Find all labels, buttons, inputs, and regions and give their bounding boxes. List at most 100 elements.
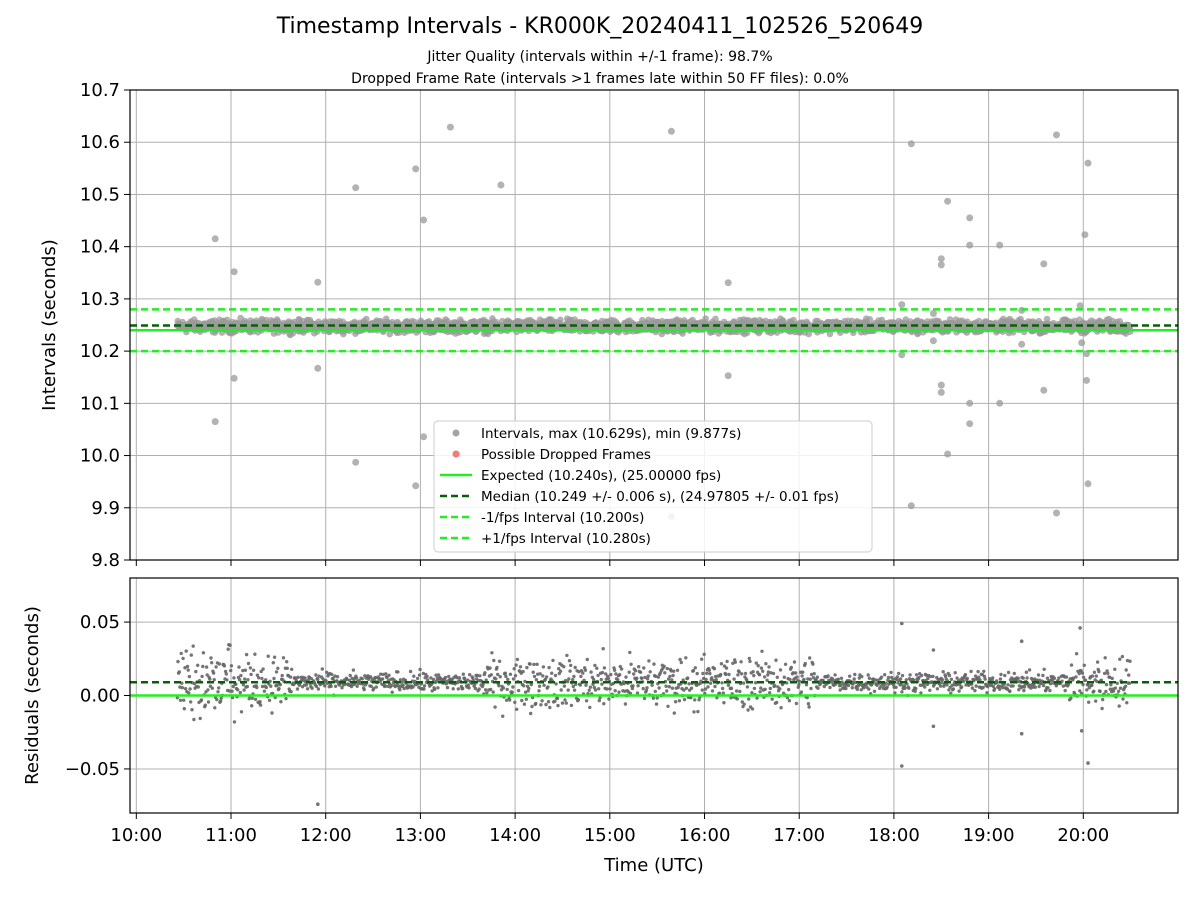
interval-point <box>995 680 999 685</box>
interval-point <box>1118 657 1122 661</box>
interval-point <box>505 687 509 692</box>
interval-point <box>387 673 391 677</box>
interval-point <box>540 699 544 703</box>
interval-point <box>839 683 843 687</box>
interval-point <box>735 697 739 701</box>
interval-point <box>853 672 857 677</box>
interval-point <box>693 666 697 670</box>
interval-point <box>386 330 394 338</box>
interval-point <box>501 714 505 718</box>
interval-point <box>768 691 772 695</box>
interval-point <box>1095 679 1099 684</box>
interval-point <box>572 674 576 679</box>
interval-point <box>494 677 498 681</box>
interval-point <box>752 686 757 691</box>
interval-point <box>559 688 563 692</box>
interval-point <box>506 677 510 682</box>
interval-point <box>524 697 528 701</box>
interval-point <box>180 686 185 690</box>
interval-point <box>974 684 978 688</box>
legend-label: +1/fps Interval (10.280s) <box>481 531 651 547</box>
interval-point <box>521 669 525 674</box>
interval-point <box>546 685 550 689</box>
interval-point <box>1050 678 1055 683</box>
interval-point <box>523 690 528 694</box>
interval-point <box>1127 681 1132 685</box>
interval-point <box>534 678 539 682</box>
interval-point <box>1016 676 1020 680</box>
interval-point <box>360 677 364 681</box>
interval-point <box>584 683 588 687</box>
interval-point <box>902 684 907 688</box>
interval-point <box>548 705 552 710</box>
interval-point <box>285 666 289 670</box>
interval-point <box>802 677 806 682</box>
interval-point <box>689 686 694 690</box>
interval-point <box>745 685 750 689</box>
interval-point <box>800 674 804 678</box>
interval-point <box>284 696 288 701</box>
interval-point <box>280 673 284 678</box>
interval-point <box>1074 652 1079 656</box>
outlier-point <box>420 216 428 224</box>
outlier-point <box>1083 376 1090 384</box>
interval-point <box>791 671 795 675</box>
interval-point <box>844 686 848 691</box>
interval-point <box>557 316 564 324</box>
interval-point <box>541 674 545 678</box>
interval-point <box>492 658 496 663</box>
interval-point <box>504 698 509 702</box>
interval-point <box>192 681 197 686</box>
interval-point <box>288 675 293 679</box>
interval-point <box>646 674 650 678</box>
outlier-point <box>966 241 974 249</box>
interval-point <box>991 676 995 680</box>
interval-point <box>764 662 768 666</box>
interval-point <box>569 703 574 708</box>
interval-point <box>816 686 820 690</box>
outlier-point <box>230 374 238 382</box>
interval-point <box>959 685 964 689</box>
interval-point <box>362 687 366 692</box>
interval-point <box>532 674 537 679</box>
interval-point <box>794 671 798 675</box>
interval-point <box>1082 663 1087 667</box>
outlier-point <box>314 278 322 286</box>
interval-point <box>662 664 666 668</box>
interval-point <box>1085 688 1089 692</box>
interval-point <box>669 669 673 673</box>
interval-point <box>806 702 811 706</box>
interval-point <box>654 702 659 706</box>
interval-point <box>1021 676 1025 680</box>
interval-point <box>612 668 617 672</box>
interval-point <box>199 698 204 702</box>
interval-point <box>677 699 682 703</box>
interval-point <box>740 672 744 676</box>
interval-point <box>249 672 253 677</box>
interval-point <box>815 675 819 679</box>
interval-point <box>670 678 674 682</box>
interval-point <box>965 676 969 681</box>
interval-point <box>719 662 724 666</box>
interval-point <box>1087 700 1091 704</box>
interval-point <box>245 684 249 689</box>
interval-point <box>682 697 687 702</box>
interval-point <box>290 667 294 671</box>
interval-point <box>801 670 805 674</box>
interval-point <box>787 699 792 703</box>
interval-point <box>808 656 812 660</box>
interval-point <box>1022 688 1026 693</box>
outlier-point <box>937 381 945 389</box>
interval-point <box>958 683 962 687</box>
interval-point <box>408 669 413 674</box>
interval-point <box>964 683 968 687</box>
interval-point <box>848 674 852 678</box>
outlier-point <box>1053 131 1060 139</box>
interval-point <box>593 688 598 692</box>
interval-point <box>722 701 726 705</box>
interval-point <box>544 702 548 707</box>
interval-point <box>1104 689 1108 694</box>
interval-point <box>741 681 746 685</box>
interval-point <box>189 653 193 657</box>
